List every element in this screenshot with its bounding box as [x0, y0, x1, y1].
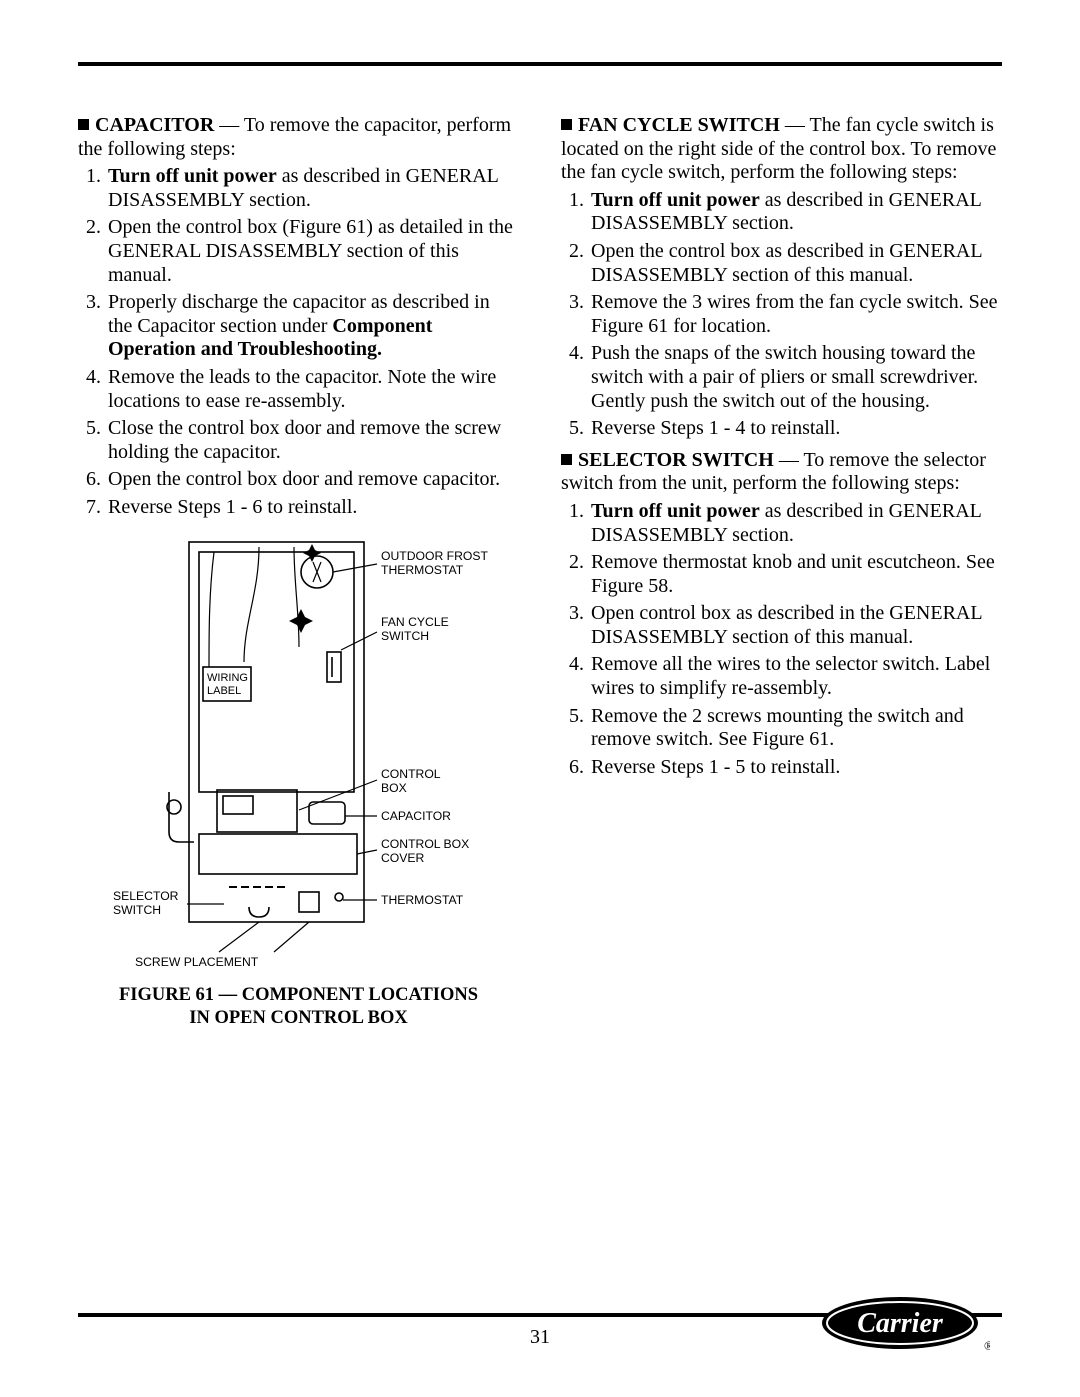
fan-cycle-title: FAN CYCLE SWITCH [578, 114, 780, 136]
step-text: Open control box as described in the GEN… [591, 602, 982, 648]
selector-heading: SELECTOR SWITCH — To remove the selector… [561, 449, 1002, 496]
step: Turn off unit power as described in GENE… [589, 189, 1002, 236]
label-selector: SELECTOR [113, 889, 179, 903]
figure-caption: FIGURE 61 — COMPONENT LOCATIONS IN OPEN … [78, 984, 519, 1030]
carrier-logo: Carrier ® [820, 1294, 990, 1357]
step-text: Properly discharge the capacitor as desc… [108, 291, 490, 337]
capacitor-steps: Turn off unit power as described in GENE… [78, 165, 519, 519]
logo-text: Carrier [857, 1308, 944, 1339]
step: Reverse Steps 1 - 5 to reinstall. [589, 756, 1002, 780]
label-wiring2: LABEL [207, 685, 241, 697]
label-control-box2: BOX [381, 781, 407, 795]
figure-61: OUTDOOR FROST THERMOSTAT FAN CYCLE SWITC… [78, 532, 519, 1031]
label-fan-cycle2: SWITCH [381, 629, 429, 643]
step-text: Reverse Steps 1 - 4 to reinstall. [591, 417, 840, 439]
bullet-square-icon [561, 119, 572, 130]
label-selector2: SWITCH [113, 903, 161, 917]
step-bold: Turn off unit power [591, 500, 760, 522]
bullet-square-icon [78, 119, 89, 130]
label-thermostat: THERMOSTAT [381, 893, 464, 907]
label-outdoor-frost2: THERMOSTAT [381, 563, 464, 577]
bullet-square-icon [561, 454, 572, 465]
step: Open control box as described in the GEN… [589, 602, 1002, 649]
step-text: Close the control box door and remove th… [108, 417, 501, 463]
fan-cycle-heading: FAN CYCLE SWITCH — The fan cycle switch … [561, 114, 1002, 185]
step: Remove thermostat knob and unit escutche… [589, 551, 1002, 598]
fan-cycle-steps: Turn off unit power as described in GENE… [561, 189, 1002, 441]
step-text: Remove the 3 wires from the fan cycle sw… [591, 291, 998, 337]
left-column: CAPACITOR — To remove the capacitor, per… [78, 114, 519, 1030]
label-fan-cycle: FAN CYCLE [381, 615, 449, 629]
label-capacitor: CAPACITOR [381, 809, 451, 823]
step: Open the control box door and remove cap… [106, 468, 519, 492]
step-text: Remove thermostat knob and unit escutche… [591, 551, 995, 597]
capacitor-heading: CAPACITOR — To remove the capacitor, per… [78, 114, 519, 161]
step-text: Open the control box (Figure 61) as deta… [108, 216, 513, 285]
manual-page: CAPACITOR — To remove the capacitor, per… [0, 0, 1080, 1397]
label-cover: CONTROL BOX [381, 837, 469, 851]
step: Remove the leads to the capacitor. Note … [106, 366, 519, 413]
step: Properly discharge the capacitor as desc… [106, 291, 519, 362]
step: Push the snaps of the switch housing tow… [589, 342, 1002, 413]
step: Open the control box as described in GEN… [589, 240, 1002, 287]
step-text: Reverse Steps 1 - 5 to reinstall. [591, 756, 840, 778]
label-cover2: COVER [381, 851, 425, 865]
label-screw: SCREW PLACEMENT [135, 955, 259, 969]
step-text: Push the snaps of the switch housing tow… [591, 342, 978, 411]
step: Turn off unit power as described in GENE… [589, 500, 1002, 547]
step-text: Reverse Steps 1 - 6 to reinstall. [108, 496, 357, 518]
step: Remove the 3 wires from the fan cycle sw… [589, 291, 1002, 338]
component-diagram-icon: OUTDOOR FROST THERMOSTAT FAN CYCLE SWITC… [99, 532, 499, 972]
right-column: FAN CYCLE SWITCH — The fan cycle switch … [561, 114, 1002, 1030]
selector-steps: Turn off unit power as described in GENE… [561, 500, 1002, 780]
carrier-logo-icon: Carrier ® [820, 1294, 990, 1352]
step-bold: Turn off unit power [108, 165, 277, 187]
figure-caption-line1: FIGURE 61 — COMPONENT LOCATIONS [119, 985, 478, 1005]
label-outdoor-frost: OUTDOOR FROST [381, 549, 489, 563]
step: Close the control box door and remove th… [106, 417, 519, 464]
step-text: Remove all the wires to the selector swi… [591, 653, 990, 699]
label-wiring: WIRING [207, 672, 248, 684]
top-rule [78, 62, 1002, 66]
two-column-layout: CAPACITOR — To remove the capacitor, per… [78, 114, 1002, 1030]
figure-caption-line2: IN OPEN CONTROL BOX [189, 1008, 407, 1028]
selector-title: SELECTOR SWITCH [578, 449, 774, 471]
step-bold: Turn off unit power [591, 189, 760, 211]
step-text: Open the control box as described in GEN… [591, 240, 982, 286]
step-text: Remove the leads to the capacitor. Note … [108, 366, 496, 412]
step: Reverse Steps 1 - 4 to reinstall. [589, 417, 1002, 441]
svg-text:®: ® [984, 1338, 990, 1352]
step: Remove all the wires to the selector swi… [589, 653, 1002, 700]
step: Open the control box (Figure 61) as deta… [106, 216, 519, 287]
step: Remove the 2 screws mounting the switch … [589, 705, 1002, 752]
step-text: Open the control box door and remove cap… [108, 468, 500, 490]
label-control-box: CONTROL [381, 767, 441, 781]
step-text: Remove the 2 screws mounting the switch … [591, 705, 964, 751]
step: Reverse Steps 1 - 6 to reinstall. [106, 496, 519, 520]
capacitor-title: CAPACITOR [95, 114, 214, 136]
step: Turn off unit power as described in GENE… [106, 165, 519, 212]
